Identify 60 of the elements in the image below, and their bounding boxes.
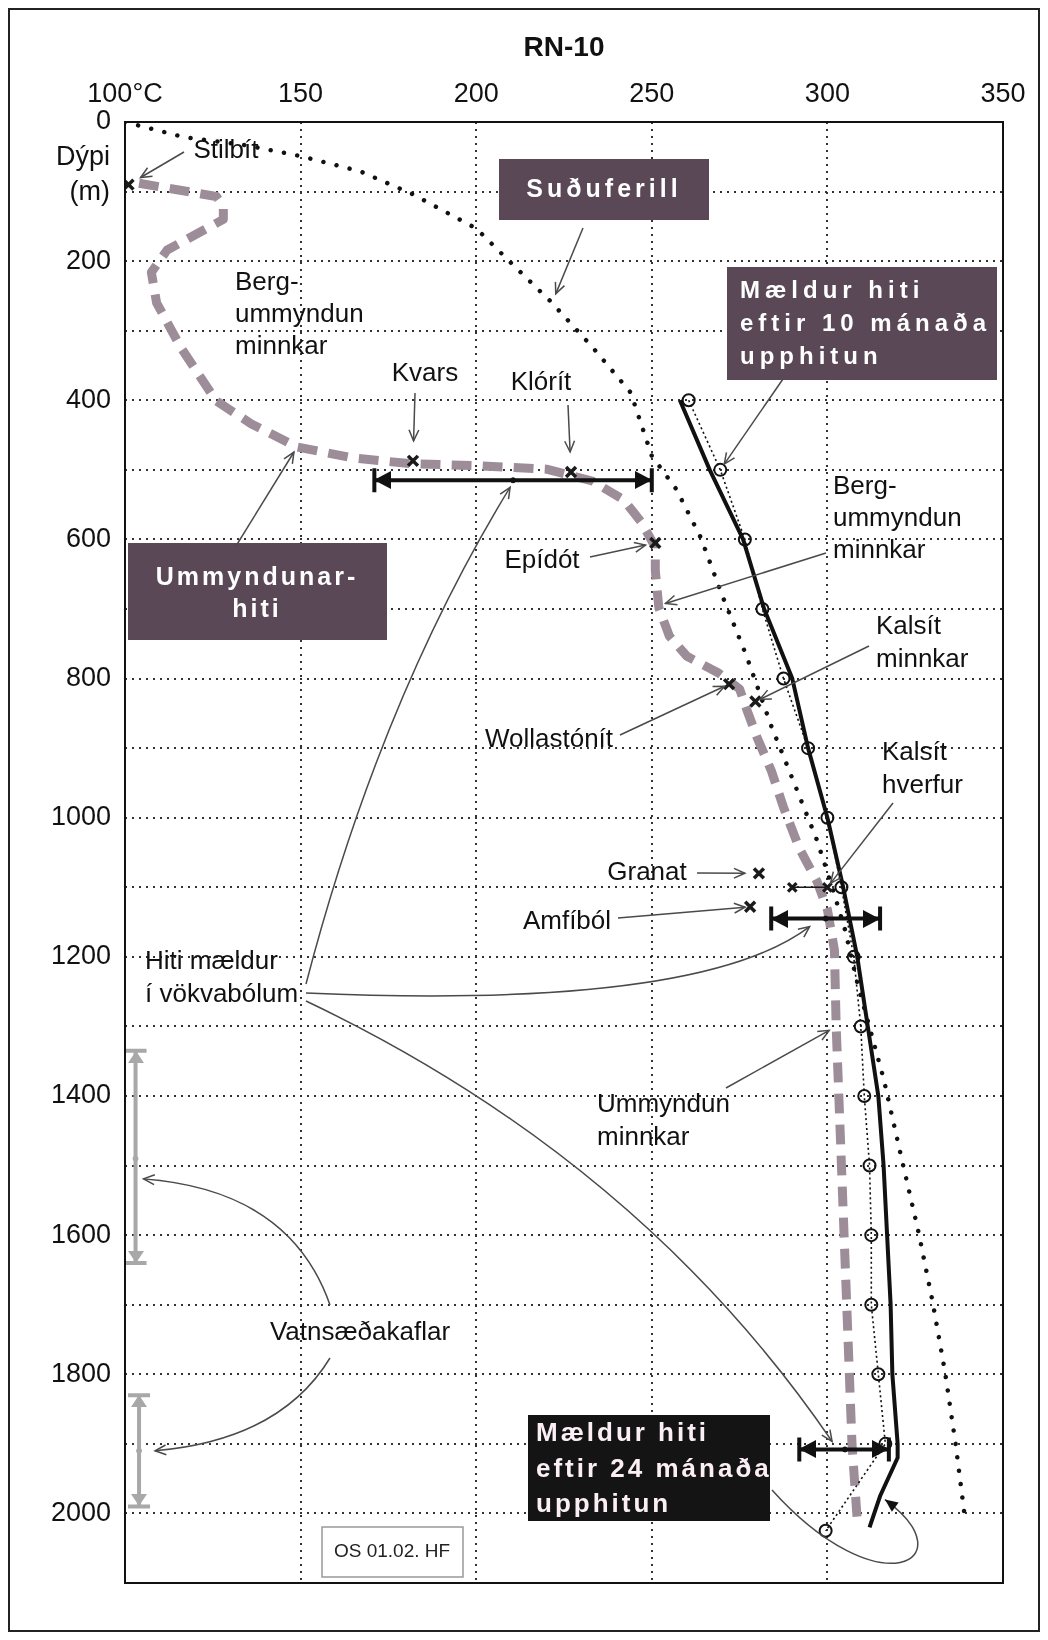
- chart-title: RN-10: [523, 30, 605, 62]
- point: [801, 741, 816, 756]
- y-tick-label: 800: [65, 662, 111, 693]
- point: [722, 677, 736, 691]
- annotation: Epídót: [504, 544, 581, 575]
- point: [864, 1297, 879, 1312]
- annotation: Vatnsæðakaflar: [269, 1316, 451, 1347]
- annotation: Kalsít hverfur: [882, 736, 964, 800]
- point: [846, 949, 861, 964]
- y-tick-label: 1600: [50, 1218, 111, 1249]
- point: [786, 881, 799, 894]
- y-tick-label: 600: [65, 522, 111, 553]
- annotation: Mældur hiti eftir 10 mánaða upphitun: [740, 275, 992, 369]
- point: [864, 1228, 879, 1243]
- y-tick-label: 2000: [50, 1496, 111, 1527]
- annotation: Berg- ummyndun minnkar: [833, 470, 962, 565]
- point: [818, 1523, 833, 1538]
- annotation: Ummyndunar- hiti: [155, 561, 359, 622]
- point: [755, 602, 770, 616]
- annotation: Kalsít minnkar: [876, 610, 969, 674]
- point: [853, 1019, 868, 1034]
- y-axis-title: Dýpi (m): [55, 141, 110, 207]
- point: [748, 694, 763, 709]
- point: [752, 866, 766, 881]
- annotation: Berg- ummyndun minnkar: [235, 266, 364, 361]
- point: [648, 536, 663, 550]
- x-tick-label: 250: [629, 78, 675, 109]
- annotation: Hiti mældur í vökvabólum: [145, 945, 299, 1009]
- y-tick-label: 200: [65, 244, 111, 275]
- point: [406, 454, 420, 468]
- annotation: Mældur hiti eftir 24 mánaða upphitun: [536, 1417, 772, 1519]
- point: [834, 880, 849, 895]
- point: [737, 532, 752, 547]
- annotation: Klórít: [510, 366, 573, 397]
- point: [713, 462, 728, 477]
- annotation: Granat: [607, 856, 688, 887]
- annotation: Kvars: [391, 357, 459, 388]
- point: [820, 810, 835, 825]
- x-tick-label: 300: [804, 78, 850, 109]
- annotation: OS 01.02. HF: [333, 1540, 451, 1562]
- point: [743, 900, 757, 914]
- point: [681, 393, 696, 408]
- point: [871, 1367, 886, 1382]
- point: [862, 1158, 877, 1173]
- y-tick-label: 1200: [50, 940, 111, 971]
- annotation: Stilbít: [193, 134, 260, 165]
- y-tick-label: 1400: [50, 1079, 111, 1110]
- y-tick-label: 1000: [50, 801, 111, 832]
- point: [564, 465, 578, 479]
- x-tick-label: 200: [453, 78, 499, 109]
- annotation: Ummyndun minnkar: [597, 1088, 730, 1152]
- x-tick-label: 150: [278, 78, 324, 109]
- point: [857, 1089, 872, 1103]
- point: [776, 671, 791, 686]
- x-tick-label: 350: [980, 78, 1026, 109]
- annotation: Wollastónít: [484, 723, 614, 754]
- y-tick-label: 400: [65, 383, 111, 414]
- annotation: Amfíból: [522, 905, 612, 936]
- y-tick-label: 1800: [50, 1357, 111, 1388]
- annotation: Suðuferill: [526, 173, 682, 202]
